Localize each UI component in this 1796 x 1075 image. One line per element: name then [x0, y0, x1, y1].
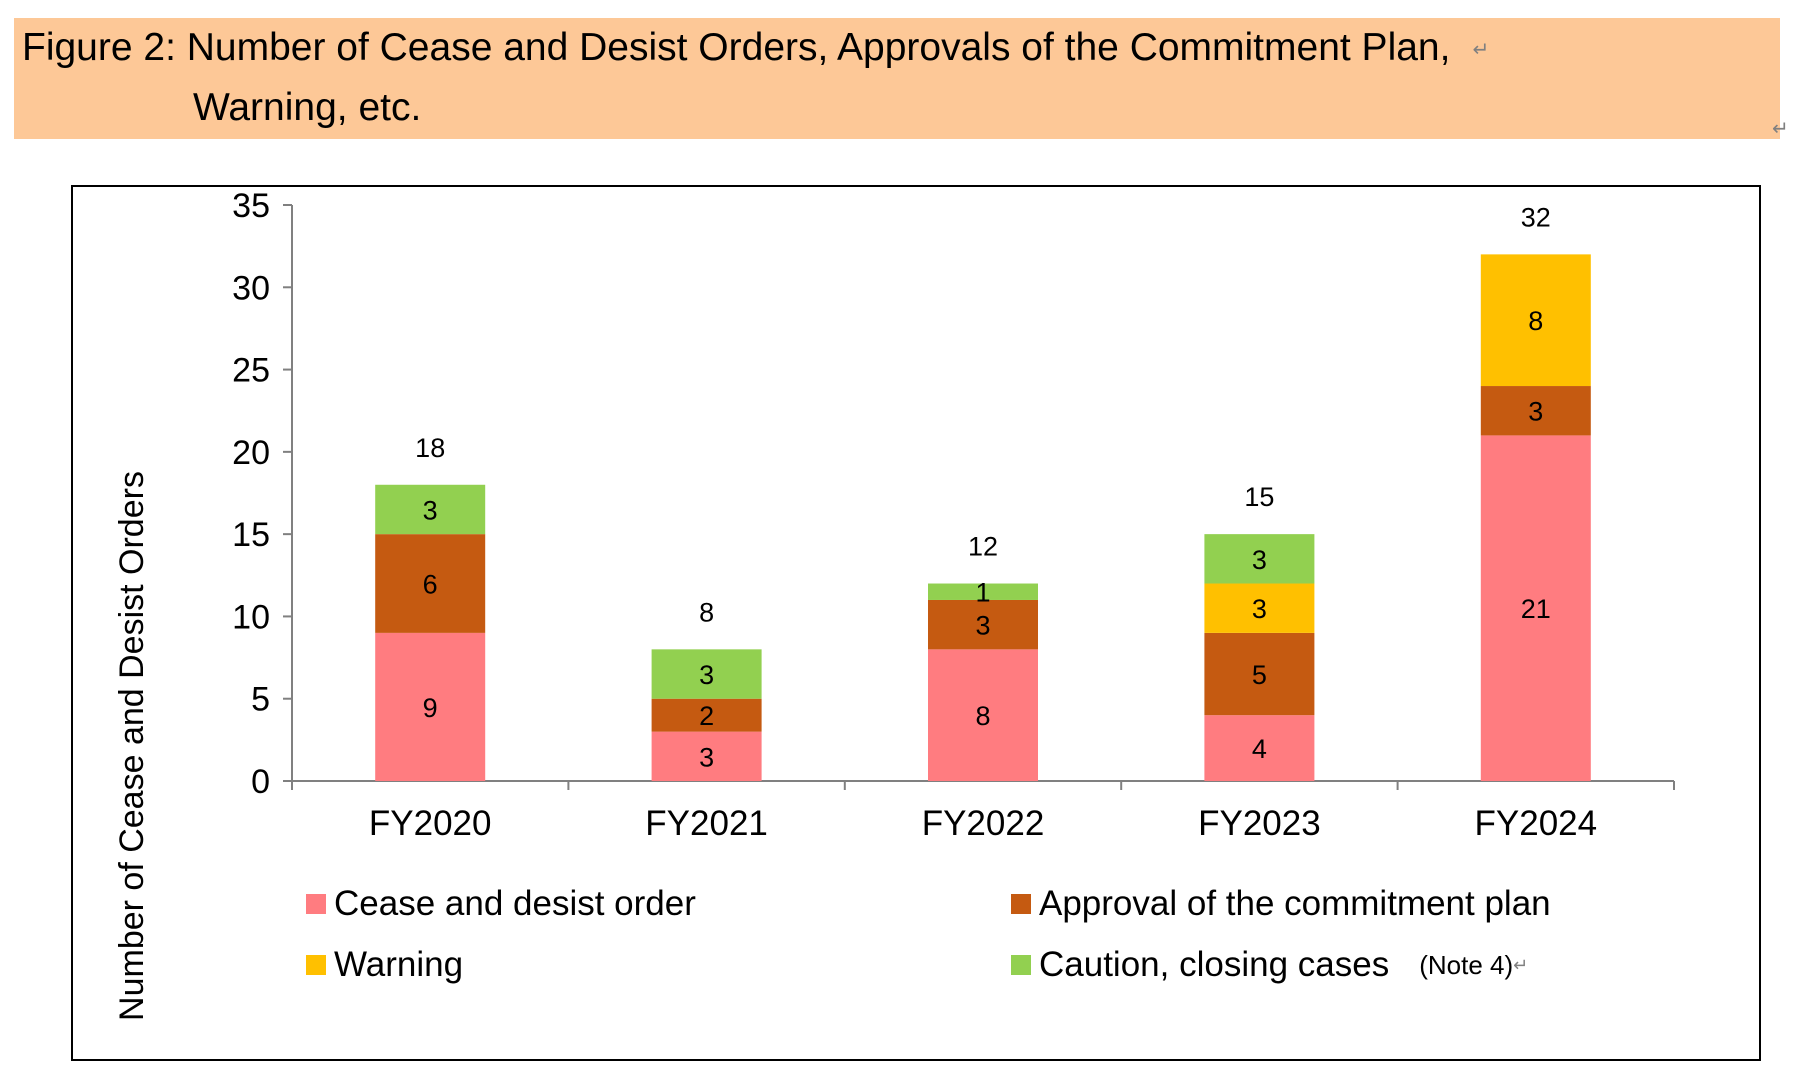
bar-segment	[1204, 632, 1315, 716]
legend-item: Approval of the commitment plan	[1011, 884, 1551, 924]
legend-label: Approval of the commitment plan	[1039, 884, 1551, 923]
bar-segment	[1204, 715, 1315, 781]
data-label: 8	[1528, 306, 1543, 336]
legend-swatch	[306, 955, 326, 975]
data-label: 3	[423, 495, 438, 525]
legend-item: Caution, closing cases (Note 4) ↵	[1011, 945, 1528, 985]
caption-line-1: Figure 2: Number of Cease and Desist Ord…	[22, 26, 1489, 70]
bar-segment	[375, 484, 486, 535]
bars	[375, 254, 1591, 781]
data-label: 3	[975, 611, 990, 641]
caption-line-2: Warning, etc.	[193, 86, 422, 129]
bar-segment	[375, 534, 486, 633]
data-label: 4	[1252, 734, 1267, 764]
chart-frame	[71, 185, 1761, 1061]
legend-item: Cease and desist order	[306, 884, 696, 924]
bar-segment	[1204, 583, 1315, 633]
bar-segment	[651, 649, 762, 699]
y-tick-label: 35	[232, 187, 270, 225]
data-label: 3	[699, 660, 714, 690]
data-label: 3	[1528, 397, 1543, 427]
bar-segment	[1480, 254, 1591, 387]
x-tick-label: FY2021	[645, 804, 768, 843]
y-tick-label: 15	[232, 516, 270, 554]
bar-segment	[651, 698, 762, 732]
legend-label: Caution, closing cases	[1039, 945, 1390, 984]
data-label: 6	[423, 570, 438, 600]
data-label: 8	[975, 701, 990, 731]
bar-segment	[1480, 435, 1591, 781]
total-label: 18	[415, 433, 445, 463]
bar-segment	[1480, 386, 1591, 436]
y-tick-label: 5	[251, 681, 270, 719]
y-tick-label: 0	[251, 763, 270, 801]
y-tick-label: 10	[232, 598, 270, 636]
x-tick-label: FY2024	[1475, 804, 1598, 843]
bar-segment	[375, 632, 486, 781]
y-tick-label: 25	[232, 352, 270, 390]
data-label: 21	[1521, 594, 1551, 624]
total-label: 12	[968, 532, 998, 562]
y-axis-label: Number of Cease and Desist Orders	[113, 471, 151, 1021]
y-tick-label: 30	[232, 269, 270, 307]
total-label: 32	[1521, 202, 1551, 232]
x-tick-label: FY2022	[922, 804, 1045, 843]
data-label: 1	[975, 578, 990, 608]
data-label: 2	[699, 701, 714, 731]
data-label: 3	[1252, 545, 1267, 575]
bar-segment	[1204, 534, 1315, 584]
legend-label: Warning	[334, 945, 464, 984]
return-mark-icon: ↵	[1513, 954, 1529, 975]
bar-segment	[928, 583, 1038, 600]
legend-swatch	[1011, 955, 1031, 975]
paragraph-mark-icon: ↵	[1772, 118, 1789, 140]
data-label: 5	[1252, 660, 1267, 690]
data-label: 3	[1252, 594, 1267, 624]
caption-line-1-text: Figure 2: Number of Cease and Desist Ord…	[22, 26, 1451, 69]
legend-item: Warning	[306, 945, 463, 985]
bar-segment	[651, 731, 762, 781]
legend-label: Cease and desist order	[334, 884, 696, 923]
total-label: 15	[1244, 482, 1274, 512]
legend-swatch	[1011, 894, 1031, 914]
x-tick-label: FY2023	[1198, 804, 1321, 843]
figure-caption: Figure 2: Number of Cease and Desist Ord…	[14, 18, 1789, 140]
return-mark-icon: ↵	[1472, 39, 1490, 62]
y-tick-label: 20	[232, 434, 270, 472]
bar-segment	[928, 649, 1038, 781]
bar-segment	[928, 599, 1038, 650]
legend-note: (Note 4)	[1419, 949, 1514, 980]
data-label: 3	[699, 742, 714, 772]
total-label: 8	[699, 597, 714, 627]
legend-swatch	[306, 894, 326, 914]
x-tick-label: FY2020	[369, 804, 492, 843]
data-label: 9	[423, 693, 438, 723]
